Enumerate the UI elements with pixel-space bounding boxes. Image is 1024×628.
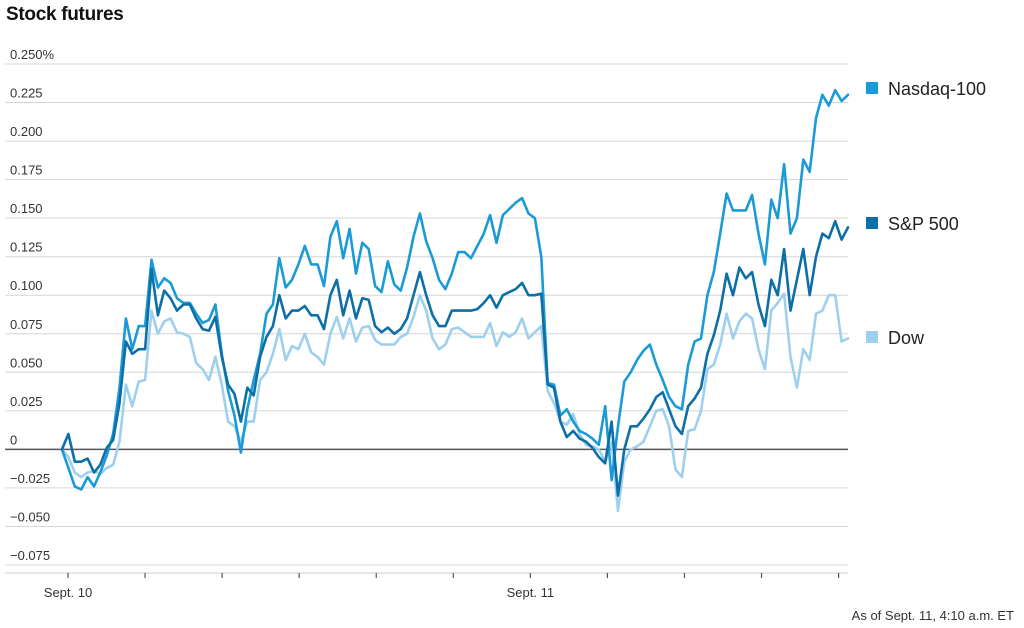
y-tick-label: 0.125	[10, 240, 43, 255]
y-tick-label: −0.025	[10, 471, 50, 486]
series-line-s-p-500	[60, 219, 850, 497]
legend-swatch	[866, 217, 878, 229]
legend-swatch	[866, 331, 878, 343]
y-tick-label: 0.225	[10, 86, 43, 101]
x-tick-label: Sept. 10	[44, 585, 92, 600]
gridlines	[5, 63, 848, 566]
y-tick-label: 0	[10, 432, 17, 447]
y-tick-label: 0.025	[10, 394, 43, 409]
y-tick-label: 0.100	[10, 278, 43, 293]
y-tick-label: −0.050	[10, 509, 50, 524]
x-tick-label: Sept. 11	[507, 585, 554, 600]
y-tick-label: 0.175	[10, 163, 43, 178]
y-tick-label: 0.250%	[10, 47, 55, 62]
legend-label: Nasdaq-100	[888, 79, 986, 99]
as-of-note: As of Sept. 11, 4:10 a.m. ET	[851, 608, 1014, 623]
y-tick-label: 0.075	[10, 317, 43, 332]
x-axis: Sept. 10 Sept. 11	[5, 572, 848, 600]
y-tick-label: 0.150	[10, 201, 43, 216]
y-tick-label: 0.050	[10, 355, 43, 370]
legend-label: S&P 500	[888, 214, 959, 234]
chart-title: Stock futures	[6, 4, 124, 25]
y-axis: −0.075 −0.050 −0.025 0 0.025 0.050 0.075 0.100 0…	[10, 47, 55, 563]
legend-label: Dow	[888, 328, 925, 348]
series-line-dow	[60, 292, 850, 513]
y-tick-label: −0.075	[10, 548, 50, 563]
legend-swatch	[866, 82, 878, 94]
series-line-nasdaq-100	[60, 88, 850, 491]
y-tick-label: 0.200	[10, 124, 43, 139]
legend: Nasdaq-100 S&P 500 Dow	[866, 79, 986, 348]
series-lines	[60, 88, 850, 513]
